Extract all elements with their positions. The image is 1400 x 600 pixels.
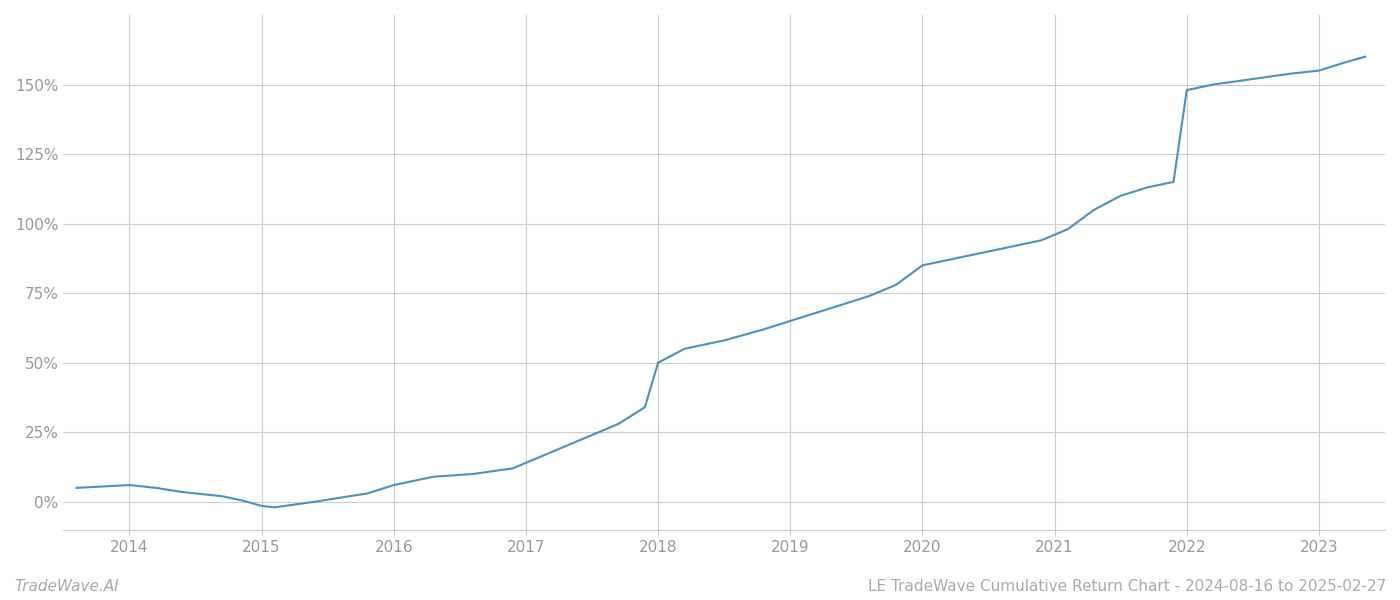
Text: LE TradeWave Cumulative Return Chart - 2024-08-16 to 2025-02-27: LE TradeWave Cumulative Return Chart - 2… [868,579,1386,594]
Text: TradeWave.AI: TradeWave.AI [14,579,119,594]
